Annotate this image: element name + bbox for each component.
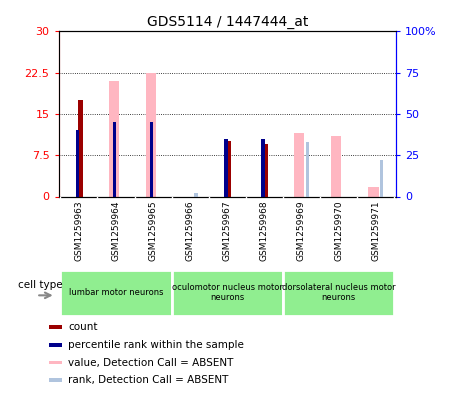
Text: GSM1259967: GSM1259967 [223,200,232,261]
Bar [76,130,79,196]
Text: GSM1259964: GSM1259964 [112,200,121,261]
Title: GDS5114 / 1447444_at: GDS5114 / 1447444_at [147,15,308,29]
Bar [380,160,383,196]
Bar [194,193,198,196]
Text: value, Detection Call = ABSENT: value, Detection Call = ABSENT [68,358,234,367]
Bar [283,270,394,316]
Bar [171,270,283,316]
Text: GSM1259970: GSM1259970 [334,200,343,261]
Text: GSM1259969: GSM1259969 [297,200,306,261]
Text: GSM1259968: GSM1259968 [260,200,269,261]
Bar [224,139,228,196]
Bar [78,100,83,196]
Bar [112,122,117,196]
Bar [150,122,153,196]
Text: dorsolateral nucleus motor
neurons: dorsolateral nucleus motor neurons [282,283,396,303]
Bar [226,141,231,196]
Bar [49,343,62,347]
Bar [306,142,309,196]
Bar [264,144,268,196]
Text: percentile rank within the sample: percentile rank within the sample [68,340,244,350]
Bar [49,361,62,364]
Bar [108,81,119,196]
Text: lumbar motor neurons: lumbar motor neurons [69,288,163,297]
Text: GSM1259963: GSM1259963 [74,200,83,261]
Text: count: count [68,322,98,332]
Text: GSM1259966: GSM1259966 [186,200,195,261]
Text: GSM1259971: GSM1259971 [371,200,380,261]
Bar [49,378,62,382]
Bar [49,325,62,329]
Bar [294,133,304,196]
Text: GSM1259965: GSM1259965 [148,200,157,261]
Text: oculomotor nucleus motor
neurons: oculomotor nucleus motor neurons [172,283,283,303]
Text: rank, Detection Call = ABSENT: rank, Detection Call = ABSENT [68,375,229,385]
Bar [331,136,342,196]
Bar [60,270,171,316]
Text: cell type: cell type [18,280,62,290]
Bar [146,73,156,196]
Bar [368,187,378,196]
Bar [261,139,265,196]
